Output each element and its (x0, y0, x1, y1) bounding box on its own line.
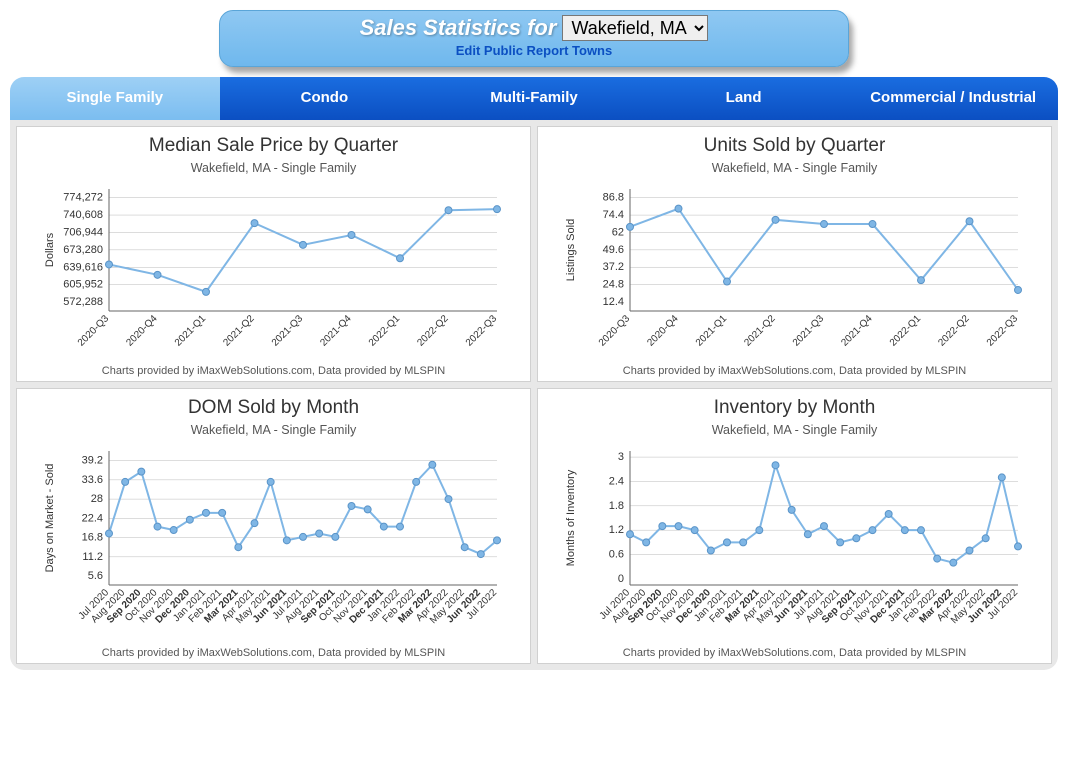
svg-text:2.4: 2.4 (608, 475, 623, 487)
svg-text:2020-Q4: 2020-Q4 (124, 313, 160, 349)
svg-text:1.2: 1.2 (608, 524, 623, 536)
svg-text:2022-Q1: 2022-Q1 (887, 313, 923, 349)
svg-text:673,280: 673,280 (63, 243, 103, 255)
dashboard-grid: Median Sale Price by Quarter Wakefield, M… (10, 120, 1058, 670)
svg-text:39.2: 39.2 (81, 454, 102, 466)
chart-footer: Charts provided by iMaxWebSolutions.com,… (546, 647, 1043, 659)
svg-text:2021-Q3: 2021-Q3 (790, 313, 826, 349)
svg-text:0.6: 0.6 (608, 548, 623, 560)
chart-median-price: 572,288 605,952 639,616 673,280 706,944 740,6… (39, 181, 509, 361)
tab-land[interactable]: Land (639, 77, 849, 120)
svg-text:2020-Q4: 2020-Q4 (645, 313, 681, 349)
svg-text:572,288: 572,288 (63, 296, 103, 308)
chart-title: DOM Sold by Month (25, 397, 522, 419)
chart-title: Median Sale Price by Quarter (25, 135, 522, 157)
svg-text:2021-Q2: 2021-Q2 (221, 313, 257, 349)
chart-footer: Charts provided by iMaxWebSolutions.com,… (25, 647, 522, 659)
banner-title: Sales Statistics for (360, 15, 557, 41)
card-dom-sold: DOM Sold by Month Wakefield, MA - Single … (16, 388, 531, 664)
svg-text:28: 28 (90, 493, 102, 505)
tab-row: Single FamilyCondoMulti-FamilyLandCommer… (10, 77, 1058, 120)
svg-text:74.4: 74.4 (602, 209, 623, 221)
svg-text:605,952: 605,952 (63, 278, 103, 290)
header-banner: Sales Statistics for Wakefield, MA Edit … (219, 10, 849, 67)
svg-text:Dollars: Dollars (44, 232, 56, 267)
svg-text:2022-Q1: 2022-Q1 (366, 313, 402, 349)
svg-text:62: 62 (611, 226, 623, 238)
tab-commercial-industrial[interactable]: Commercial / Industrial (848, 77, 1058, 120)
edit-towns-link[interactable]: Edit Public Report Towns (456, 43, 612, 58)
svg-text:11.2: 11.2 (82, 550, 103, 562)
page-wrapper: Sales Statistics for Wakefield, MA Edit … (10, 10, 1058, 670)
chart-title: Inventory by Month (546, 397, 1043, 419)
svg-text:37.2: 37.2 (602, 261, 623, 273)
svg-text:2021-Q1: 2021-Q1 (172, 313, 208, 349)
svg-text:86.8: 86.8 (602, 191, 623, 203)
chart-subtitle: Wakefield, MA - Single Family (546, 161, 1043, 175)
svg-text:2020-Q3: 2020-Q3 (75, 313, 111, 349)
tab-single-family[interactable]: Single Family (10, 77, 220, 120)
svg-text:2021-Q4: 2021-Q4 (839, 313, 875, 349)
card-median-price: Median Sale Price by Quarter Wakefield, M… (16, 126, 531, 382)
svg-text:2022-Q3: 2022-Q3 (463, 313, 499, 349)
svg-text:33.6: 33.6 (81, 473, 102, 485)
svg-text:5.6: 5.6 (87, 570, 102, 582)
svg-text:2021-Q2: 2021-Q2 (742, 313, 778, 349)
tab-multi-family[interactable]: Multi-Family (429, 77, 639, 120)
chart-inventory: 00.61.21.82.43Jul 2020Aug 2020Sep 2020Oc… (560, 443, 1030, 643)
svg-text:24.8: 24.8 (602, 278, 623, 290)
chart-footer: Charts provided by iMaxWebSolutions.com,… (25, 365, 522, 377)
svg-text:Days on Market - Sold: Days on Market - Sold (44, 463, 56, 572)
svg-text:Months of Inventory: Months of Inventory (565, 469, 577, 566)
svg-text:639,616: 639,616 (63, 261, 103, 273)
chart-subtitle: Wakefield, MA - Single Family (25, 161, 522, 175)
svg-text:2022-Q3: 2022-Q3 (984, 313, 1020, 349)
svg-text:2022-Q2: 2022-Q2 (936, 313, 972, 349)
chart-title: Units Sold by Quarter (546, 135, 1043, 157)
svg-text:22.4: 22.4 (81, 512, 102, 524)
svg-text:706,944: 706,944 (63, 226, 103, 238)
card-inventory: Inventory by Month Wakefield, MA - Single… (537, 388, 1052, 664)
svg-text:2022-Q2: 2022-Q2 (415, 313, 451, 349)
svg-text:2021-Q4: 2021-Q4 (318, 313, 354, 349)
svg-text:49.6: 49.6 (602, 243, 623, 255)
svg-text:3: 3 (617, 451, 623, 463)
svg-text:16.8: 16.8 (81, 531, 102, 543)
svg-text:12.4: 12.4 (602, 296, 623, 308)
chart-dom-sold: 5.611.216.822.42833.639.2Jul 2020Aug 202… (39, 443, 509, 643)
chart-subtitle: Wakefield, MA - Single Family (25, 423, 522, 437)
chart-subtitle: Wakefield, MA - Single Family (546, 423, 1043, 437)
svg-text:2021-Q3: 2021-Q3 (269, 313, 305, 349)
svg-text:Listings Sold: Listings Sold (565, 218, 577, 280)
card-units-sold: Units Sold by Quarter Wakefield, MA - Sin… (537, 126, 1052, 382)
svg-text:774,272: 774,272 (63, 191, 103, 203)
chart-footer: Charts provided by iMaxWebSolutions.com,… (546, 365, 1043, 377)
svg-text:2021-Q1: 2021-Q1 (693, 313, 729, 349)
svg-text:0: 0 (617, 572, 623, 584)
chart-units-sold: 12.4 24.8 37.2 49.6 62 74.4 86.8 2020-Q3 2020-Q4… (560, 181, 1030, 361)
town-select[interactable]: Wakefield, MA (562, 15, 708, 41)
svg-text:740,608: 740,608 (63, 209, 103, 221)
svg-text:1.8: 1.8 (608, 499, 623, 511)
svg-text:2020-Q3: 2020-Q3 (596, 313, 632, 349)
tab-condo[interactable]: Condo (220, 77, 430, 120)
